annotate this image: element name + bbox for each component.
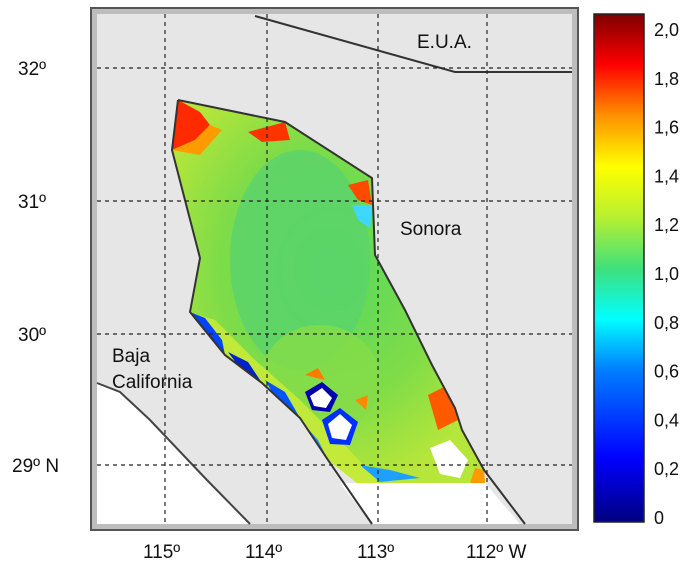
colorbar-tick-label: 0,4 — [654, 410, 679, 430]
lon-tick-112: 112º W — [466, 542, 527, 563]
colorbar-tick-label: 1,8 — [654, 69, 679, 89]
lat-tick-32: 32º — [18, 59, 46, 80]
baja-coastline — [170, 99, 373, 525]
colorbar-tick-label: 0,6 — [654, 362, 679, 382]
colorbar-tick-label: 1,0 — [654, 264, 679, 284]
colorbar-tick-label: 1,4 — [654, 166, 679, 186]
colorbar — [593, 13, 645, 523]
lon-tick-114: 114º — [245, 542, 282, 563]
colorbar-tick-label: 0,2 — [654, 459, 679, 479]
label-usa: E.U.A. — [417, 32, 472, 53]
colorbar-tick-label: 0,8 — [654, 313, 679, 333]
colorbar-tick-label: 2,0 — [654, 20, 679, 40]
colorbar-tick-label: 1,6 — [654, 118, 679, 138]
label-sonora: Sonora — [400, 219, 462, 240]
colorbar-tick-label: 0 — [654, 508, 664, 528]
gulf-blank — [340, 483, 520, 524]
lat-tick-31: 31º — [18, 192, 46, 213]
us-mexico-border — [254, 15, 572, 73]
lon-tick-115: 115º — [143, 542, 180, 563]
lat-tick-29: 29º N — [12, 456, 59, 477]
lon-tick-113: 113º — [357, 542, 394, 563]
grid — [97, 14, 572, 524]
label-baja-line1: Baja — [112, 346, 150, 367]
colorbar-ticks: 2,0 1,8 1,6 1,4 1,2 1,0 0,8 0,6 0,4 0,2 0 — [654, 20, 679, 528]
pacific-coastline — [96, 382, 251, 525]
pacific-blank — [97, 383, 250, 524]
gulf-coastline — [177, 99, 526, 525]
colorbar-tick-label: 1,2 — [654, 215, 679, 235]
lat-tick-30: 30º — [18, 325, 46, 346]
label-baja-line2: California — [112, 372, 193, 393]
